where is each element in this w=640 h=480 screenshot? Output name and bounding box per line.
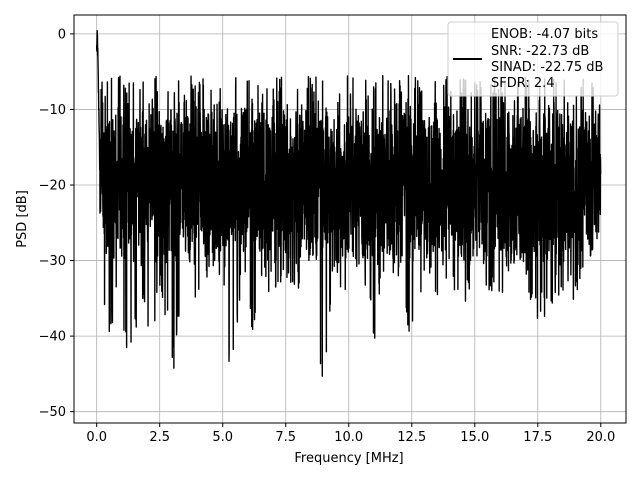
y-tick-label: −50 [39,405,66,420]
x-tick-label: 7.5 [275,430,296,445]
x-tick-label: 17.5 [523,430,552,445]
psd-trace [95,29,602,377]
x-tick-label: 5.0 [212,430,233,445]
x-tick-label: 0.0 [86,430,107,445]
x-axis-ticks: 0.0 2.5 5.0 7.5 10.0 12.5 15.0 17.5 20.0 [86,423,615,445]
x-axis-label: Frequency [MHz] [294,451,403,466]
legend: ENOB: -4.07 bits SNR: -22.73 dB SINAD: -… [447,21,619,97]
legend-sfdr: SFDR: 2.4 [491,76,555,91]
y-tick-label: −20 [39,179,66,194]
x-tick-label: 15.0 [460,430,489,445]
psd-series-line [95,29,602,377]
plot-frame [73,14,627,424]
legend-snr: SNR: -22.73 dB [491,44,589,59]
y-axis-ticks: 0 −10 −20 −30 −40 −50 [39,27,74,420]
y-tick-label: −10 [39,103,66,118]
x-tick-label: 12.5 [397,430,426,445]
x-tick-label: 10.0 [334,430,363,445]
y-tick-label: −40 [39,330,66,345]
legend-enob: ENOB: -4.07 bits [491,27,598,42]
y-axis-label: PSD [dB] [15,190,30,248]
y-tick-label: 0 [58,27,66,42]
x-tick-label: 20.0 [586,430,615,445]
x-tick-label: 2.5 [149,430,170,445]
legend-box [447,21,619,97]
y-tick-label: −30 [39,254,66,269]
legend-sinad: SINAD: -22.75 dB [491,60,603,75]
